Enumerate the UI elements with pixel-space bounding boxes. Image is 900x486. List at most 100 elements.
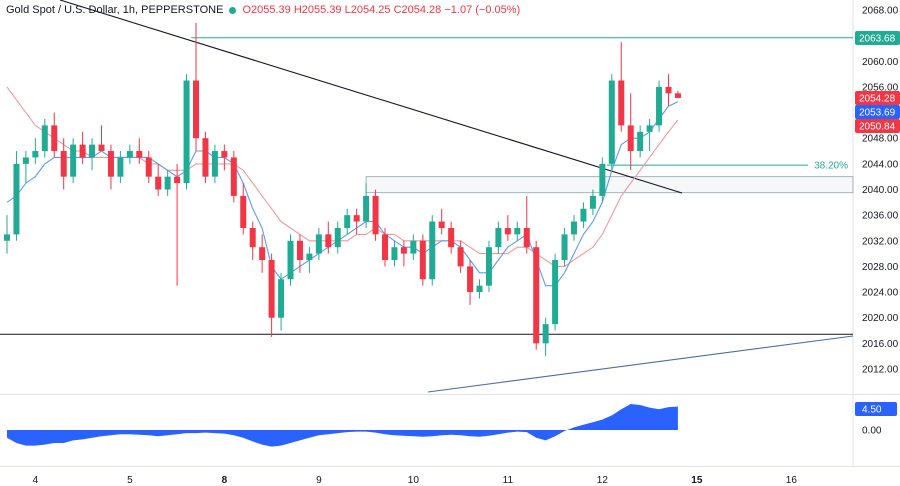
candle (552, 253, 559, 331)
candle (589, 189, 596, 216)
candle-body (164, 176, 171, 190)
candle-body (523, 227, 530, 248)
candle-body (533, 247, 540, 344)
candle (183, 74, 190, 190)
price-tag-label: 2053.69 (859, 108, 896, 119)
candle-body (448, 227, 455, 248)
candle-body (51, 125, 58, 152)
legend-close: C2054.28 (393, 4, 442, 16)
x-tick-label: 4 (33, 475, 39, 486)
candle-body (221, 151, 228, 158)
candle-body (665, 86, 672, 94)
candle-body (306, 253, 313, 261)
candle (467, 260, 474, 305)
y-tick-label: 2024.00 (862, 288, 899, 299)
y-tick-label: 2028.00 (862, 262, 899, 273)
candle-body (211, 151, 218, 177)
candle-body (552, 260, 559, 325)
candle (637, 125, 644, 158)
candle-body (656, 86, 663, 126)
candle (495, 221, 502, 254)
price-tag-label: 2054.28 (859, 94, 896, 105)
candle-body (41, 125, 48, 152)
oscillator-area (7, 404, 678, 447)
candle (4, 215, 10, 254)
candle (211, 144, 218, 184)
candle-body (79, 144, 86, 158)
candle-body (419, 240, 426, 280)
candle (70, 138, 77, 184)
candle (410, 234, 417, 261)
candle-body (249, 227, 256, 248)
candle (60, 138, 67, 190)
candle (353, 208, 360, 235)
candle (22, 151, 29, 184)
candle (79, 131, 86, 164)
candle (155, 163, 162, 196)
candle-body (259, 247, 266, 261)
candle (136, 138, 143, 164)
x-tick-label: 15 (691, 475, 703, 486)
y-tick-label: 2012.00 (862, 365, 899, 376)
candle-body (107, 151, 114, 177)
candle-body (391, 247, 398, 261)
candle (296, 234, 303, 273)
candle (665, 74, 672, 107)
y-tick-label: 2036.00 (862, 211, 899, 222)
candle-body (438, 221, 445, 228)
candle (627, 93, 634, 171)
y-tick-label: 2068.00 (862, 6, 899, 17)
x-tick-label: 5 (127, 475, 133, 486)
candle (315, 227, 322, 261)
candle-body (382, 234, 388, 261)
candle (107, 144, 114, 190)
candle (571, 215, 577, 241)
candle-body (410, 240, 417, 254)
candle (523, 195, 530, 254)
candle (608, 74, 615, 171)
candle (41, 118, 48, 158)
price-tag (855, 31, 900, 45)
candle-body (372, 195, 379, 235)
candle (145, 151, 152, 184)
candle (457, 240, 464, 273)
candle-body (202, 138, 209, 177)
oscillator-value-tag (855, 402, 897, 416)
candle-body (117, 157, 124, 177)
x-tick-label: 16 (786, 475, 798, 486)
y-tick-label: 2048.00 (862, 134, 899, 145)
y-tick-label: 2044.00 (862, 159, 899, 170)
candle (259, 234, 266, 273)
candle (344, 208, 351, 235)
x-tick-label: 8 (222, 475, 228, 486)
candle-body (627, 125, 634, 152)
candle-body (542, 324, 549, 344)
candle-body (4, 234, 10, 241)
candle-body (60, 151, 67, 177)
candle-body (674, 93, 681, 98)
candle-body (476, 285, 483, 293)
candle-body (580, 208, 587, 222)
candle-body (400, 247, 407, 254)
candle (646, 118, 653, 152)
candle (561, 227, 568, 267)
candle (372, 189, 379, 241)
y-tick-label: 2040.00 (862, 185, 899, 196)
price-tag-label: 2063.68 (859, 34, 896, 45)
candle-body (353, 215, 360, 222)
candle-body (32, 151, 39, 158)
candle (249, 221, 256, 261)
legend-change: −1.07 (−0.05%) (444, 4, 521, 16)
legend-open: O2055.39 (242, 4, 291, 16)
candle-body (646, 125, 653, 132)
candle (174, 163, 181, 286)
candle (98, 125, 105, 152)
candle (306, 247, 313, 273)
chart-legend: Gold Spot / U.S. Dollar, 1h, PEPPERSTONE… (6, 4, 520, 16)
candle (419, 234, 426, 286)
candle (240, 183, 247, 235)
candle-body (278, 279, 285, 318)
candle (382, 227, 388, 267)
price-tag-label: 2050.84 (859, 122, 896, 133)
